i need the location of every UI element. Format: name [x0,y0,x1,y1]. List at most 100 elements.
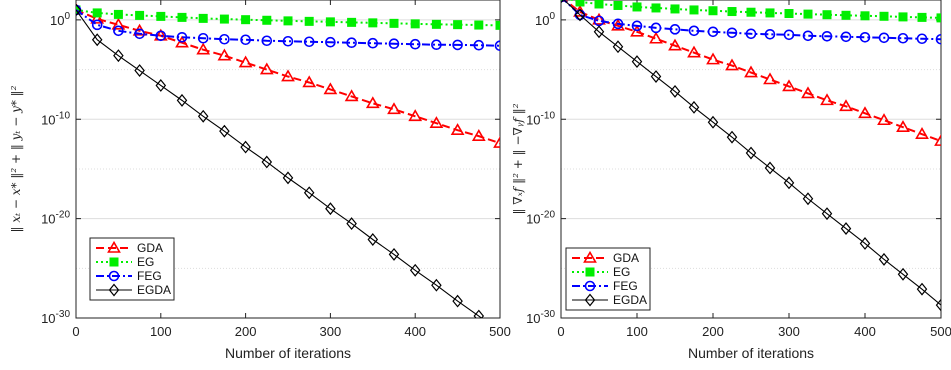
point-eg [262,15,272,25]
point-egda [176,93,188,107]
point-gda [196,42,211,55]
point-feg [240,34,251,46]
series-line-feg [76,9,500,47]
point-feg [261,35,273,47]
point-feg [367,37,379,49]
point-egda [367,233,379,246]
point-eg [651,3,661,13]
point-gda [915,127,929,139]
point-eg [841,10,851,20]
legend-label: FEG [137,269,162,283]
point-feg [802,30,814,42]
legend-label: EGDA [613,293,647,307]
point-eg [410,19,420,29]
point-egda [452,294,463,308]
point-feg [840,31,852,43]
point-gda [175,35,189,48]
point-feg [669,24,681,35]
y-tick-label: 100 [535,11,555,28]
point-gda [763,72,777,85]
point-feg [935,33,941,45]
point-eg [727,7,737,17]
point-feg [431,39,442,51]
point-egda [303,186,315,200]
point-egda [113,49,124,63]
point-feg [631,20,643,32]
point-gda [429,116,444,129]
x-tick-label: 100 [626,324,648,339]
point-egda [783,176,795,190]
point-eg [368,18,378,28]
point-gda [706,52,720,65]
series-line-egda [76,9,483,318]
point-egda [346,217,357,231]
y-tick-exponent: -30 [541,309,556,320]
point-eg [283,16,293,26]
series-line-eg [76,8,500,27]
point-eg [575,0,585,7]
y-tick-label: 10-20 [526,210,555,227]
point-eg [746,7,756,17]
point-egda [593,25,605,39]
point-feg [409,38,421,50]
point-eg [453,20,463,30]
point-eg [879,11,889,21]
legend-label: EG [137,255,154,269]
point-gda [744,65,758,78]
x-tick-label: 500 [489,324,511,339]
y-axis-label: ‖ ∇ₓf ‖² + ‖ −∇ᵧf ‖² [511,103,525,214]
point-feg [346,37,357,49]
gridlines [561,19,941,269]
legend-label: FEG [613,279,638,293]
x-tick-label: 400 [854,324,876,339]
legend-marker [108,270,120,282]
y-tick-base: 10 [535,13,549,28]
series-line-gda [563,0,941,143]
point-feg [650,22,662,34]
x-tick-label: 100 [150,324,172,339]
x-tick-label: 200 [235,324,257,339]
point-egda [916,282,928,296]
point-gda [111,17,126,30]
legend-marker [109,257,119,267]
point-gda [408,109,423,122]
point-eg [708,6,718,16]
y-tick-exponent: 0 [64,11,70,22]
point-egda [878,252,890,266]
point-gda [630,24,644,37]
point-eg [431,19,441,29]
y-tick-exponent: -30 [56,309,71,320]
point-feg [134,28,145,40]
point-egda [219,124,230,138]
legend-marker [583,250,597,263]
chart-panel-2: 0 100 200 300 400 50010010-1010-2010-30Number… [511,0,951,361]
y-tick-exponent: 0 [549,11,555,22]
point-egda [802,192,814,206]
point-gda [471,129,486,141]
point-eg [613,0,623,10]
point-gda [687,45,701,58]
legend-marker [107,240,121,253]
plot-frame [75,0,501,319]
y-tick-label: 10-10 [41,110,70,127]
point-egda [726,130,738,144]
x-tick-label: 0 [72,324,79,339]
point-feg [473,39,485,51]
point-gda [858,106,872,119]
point-feg [783,29,795,41]
point-gda [592,12,606,25]
point-feg [745,28,757,40]
y-tick-base: 10 [526,311,540,326]
legend-marker [584,280,596,292]
point-feg [897,32,909,44]
point-feg [878,32,890,44]
point-egda [669,84,681,98]
point-gda [323,82,338,95]
series-group [561,0,941,312]
point-eg [92,8,102,18]
point-eg [784,9,794,19]
point-eg [594,0,604,9]
point-egda [935,298,941,312]
y-axis-label: ‖ xₜ − x* ‖² + ‖ yₜ − y* ‖² [9,85,23,232]
